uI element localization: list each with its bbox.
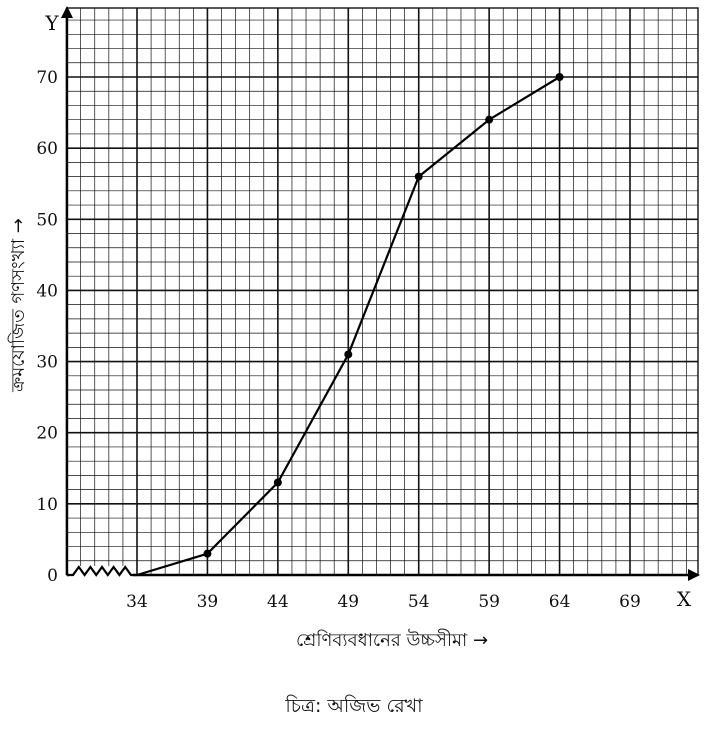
y-tick-labels: 0 10 20 30 40 50 60 70 bbox=[36, 68, 58, 586]
data-point bbox=[414, 172, 423, 181]
y-axis-title: ক্রমযোজিত গণসংখ্যা → bbox=[8, 218, 29, 393]
y-tick-label: 40 bbox=[36, 281, 58, 301]
data-points bbox=[203, 73, 564, 558]
zigzag-path bbox=[67, 565, 137, 577]
y-tick-label: 70 bbox=[36, 68, 58, 88]
x-tick-labels: 34 39 44 49 54 59 64 69 bbox=[126, 592, 641, 612]
y-axis-letter: Y bbox=[44, 11, 59, 35]
data-point bbox=[273, 478, 282, 487]
axes bbox=[61, 6, 700, 581]
x-tick-label: 69 bbox=[619, 592, 641, 612]
x-tick-label: 39 bbox=[197, 592, 219, 612]
data-point bbox=[555, 73, 564, 81]
y-axis-arrow bbox=[61, 6, 73, 18]
minor-grid bbox=[67, 8, 698, 575]
x-tick-label: 54 bbox=[408, 592, 430, 612]
x-tick-label: 34 bbox=[126, 592, 148, 612]
x-axis-arrow bbox=[688, 569, 700, 581]
x-axis-letter: X bbox=[677, 587, 692, 611]
x-tick-label: 64 bbox=[549, 592, 571, 612]
y-tick-label: 0 bbox=[47, 566, 58, 586]
x-tick-label: 44 bbox=[267, 592, 289, 612]
figure-caption: চিত্র: অজিভ রেখা bbox=[284, 695, 423, 717]
y-tick-label: 30 bbox=[36, 353, 58, 373]
y-tick-label: 60 bbox=[36, 139, 58, 159]
x-axis-title: শ্রেণিব্যবধানের উচ্চসীমা → bbox=[296, 629, 488, 651]
y-tick-label: 10 bbox=[36, 495, 58, 515]
data-point bbox=[344, 350, 353, 359]
y-tick-label: 50 bbox=[36, 210, 58, 230]
y-tick-label: 20 bbox=[36, 424, 58, 444]
x-tick-label: 59 bbox=[478, 592, 500, 612]
axis-break-zigzag bbox=[67, 565, 137, 578]
data-point bbox=[203, 549, 212, 558]
x-tick-label: 49 bbox=[337, 592, 359, 612]
data-point bbox=[485, 115, 494, 124]
